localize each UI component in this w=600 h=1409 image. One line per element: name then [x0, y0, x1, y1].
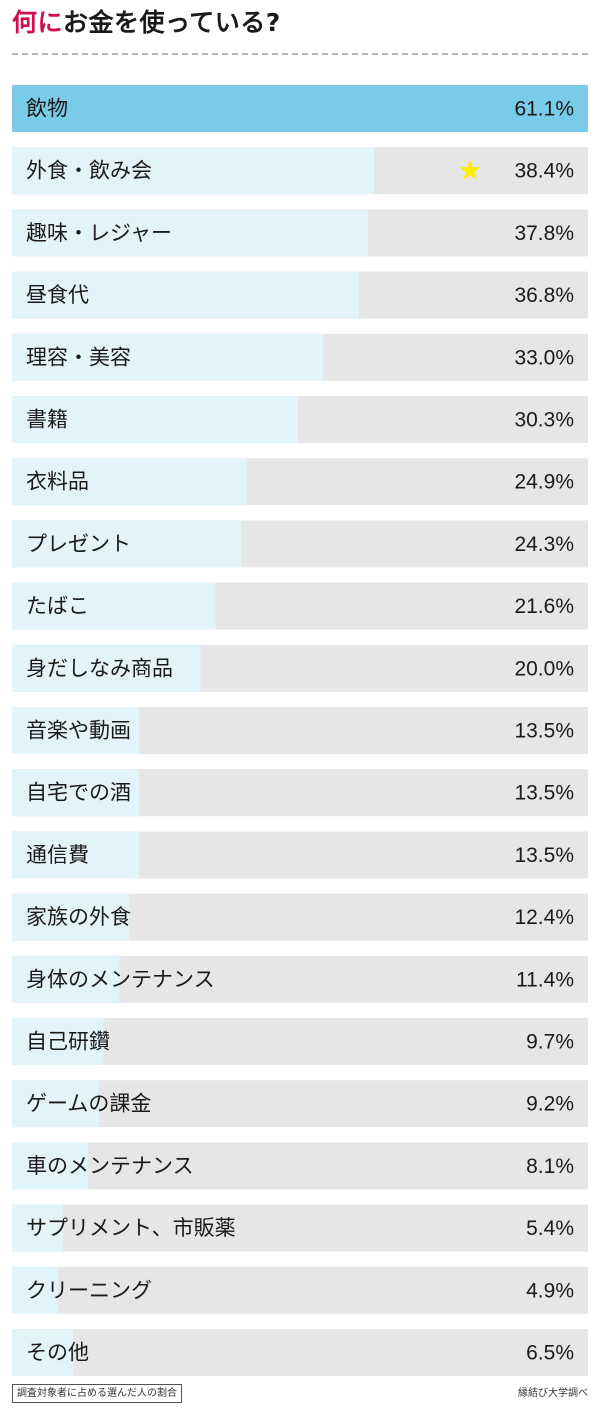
chart-title: 何にお金を使っている? [12, 6, 281, 40]
category-label: 家族の外食 [26, 905, 131, 929]
star-icon [459, 159, 481, 180]
title-accent: 何に [12, 8, 64, 37]
value-label: 36.8% [514, 284, 574, 307]
title-rest: お金を使っている? [63, 8, 281, 37]
bar [12, 147, 375, 195]
bar [12, 1266, 59, 1314]
category-label: サプリメント、市販薬 [26, 1216, 236, 1240]
bar-row: サプリメント、市販薬 5.4% [12, 1204, 588, 1252]
category-label: 理容・美容 [26, 345, 131, 369]
category-label: 外食・飲み会 [26, 159, 152, 183]
value-label: 61.1% [514, 98, 574, 121]
category-label: 音楽や動画 [26, 719, 131, 743]
category-label: 身だしなみ商品 [26, 656, 173, 680]
value-label: 8.1% [526, 1155, 574, 1178]
bar-row: その他 6.5% [12, 1329, 588, 1376]
category-label: ゲームの課金 [26, 1092, 151, 1116]
value-label: 9.7% [526, 1031, 574, 1054]
bar [12, 582, 216, 630]
bar-track [12, 1329, 588, 1376]
category-label: たばこ [26, 594, 89, 618]
bar-track [12, 1142, 588, 1190]
value-label: 9.2% [526, 1093, 574, 1116]
value-label: 33.0% [514, 346, 574, 369]
bar [12, 644, 201, 692]
value-label: 24.3% [514, 533, 574, 556]
bar-row: 外食・飲み会 38.4% [12, 147, 588, 195]
bar [12, 458, 247, 506]
category-label: 衣料品 [26, 470, 89, 494]
value-label: 30.3% [514, 409, 574, 432]
footnote: 調査対象者に占める選んだ人の割合 [12, 1384, 182, 1403]
source-credit: 縁結び大学調べ [518, 1388, 588, 1399]
bar [12, 1080, 99, 1128]
bar-row: ゲームの課金 9.2% [12, 1080, 588, 1128]
bar-row: 通信費 13.5% [12, 831, 588, 879]
bar-row: 趣味・レジャー 37.8% [12, 209, 588, 257]
bar-row: クリーニング 4.9% [12, 1266, 588, 1314]
category-label: 身体のメンテナンス [26, 967, 215, 991]
bar-row: 書籍 30.3% [12, 396, 588, 443]
bar [12, 769, 140, 817]
bar [12, 955, 120, 1003]
bar-row: プレゼント 24.3% [12, 520, 588, 568]
category-label: 自己研鑽 [26, 1030, 110, 1054]
category-label: プレゼント [26, 532, 131, 556]
bar-row: 身体のメンテナンス 11.4% [12, 955, 588, 1003]
category-label: 昼食代 [26, 283, 89, 307]
bar-row: 家族の外食 12.4% [12, 893, 588, 941]
bar [12, 1204, 63, 1252]
bar [12, 209, 369, 257]
bar [12, 1142, 89, 1190]
bar [12, 707, 140, 754]
bar [12, 1018, 104, 1065]
bar-row: 車のメンテナンス 8.1% [12, 1142, 588, 1190]
bar [12, 396, 298, 443]
title-divider [12, 53, 588, 55]
bar-row: 身だしなみ商品 20.0% [12, 644, 588, 692]
bar-row: 理容・美容 33.0% [12, 333, 588, 381]
value-label: 37.8% [514, 222, 574, 245]
value-label: 13.5% [514, 844, 574, 867]
bar [12, 1329, 74, 1376]
bar-track [12, 1080, 588, 1128]
bar-row: 飲物 61.1% [12, 85, 588, 132]
category-label: 通信費 [26, 843, 89, 867]
value-label: 12.4% [514, 906, 574, 929]
bar-track [12, 1204, 588, 1252]
bar-track [12, 1018, 588, 1065]
bar-row: 自己研鑽 9.7% [12, 1018, 588, 1065]
value-label: 11.4% [516, 968, 574, 991]
value-label: 24.9% [514, 471, 574, 494]
bar [12, 520, 242, 568]
value-label: 5.4% [526, 1217, 574, 1240]
bar-row: 自宅での酒 13.5% [12, 769, 588, 817]
category-label: クリーニング [26, 1278, 152, 1302]
bar [12, 85, 588, 132]
value-label: 6.5% [526, 1342, 574, 1365]
category-label: 趣味・レジャー [26, 221, 172, 245]
bar-row: 衣料品 24.9% [12, 458, 588, 506]
value-label: 4.9% [526, 1279, 574, 1302]
category-label: 車のメンテナンス [26, 1154, 194, 1178]
value-label: 13.5% [514, 782, 574, 805]
bar [12, 333, 324, 381]
bar-row: 昼食代 36.8% [12, 271, 588, 319]
bar-track [12, 1266, 588, 1314]
value-label: 21.6% [514, 595, 574, 618]
bar [12, 831, 140, 879]
category-label: 書籍 [26, 408, 68, 432]
bar [12, 893, 129, 941]
bar-row: 音楽や動画 13.5% [12, 707, 588, 754]
value-label: 20.0% [514, 657, 574, 680]
category-label: 飲物 [26, 97, 68, 121]
bar [12, 271, 359, 319]
value-label: 13.5% [514, 720, 574, 743]
bar-row: たばこ 21.6% [12, 582, 588, 630]
value-label: 38.4% [514, 160, 574, 183]
category-label: 自宅での酒 [26, 781, 131, 805]
category-label: その他 [26, 1341, 89, 1365]
